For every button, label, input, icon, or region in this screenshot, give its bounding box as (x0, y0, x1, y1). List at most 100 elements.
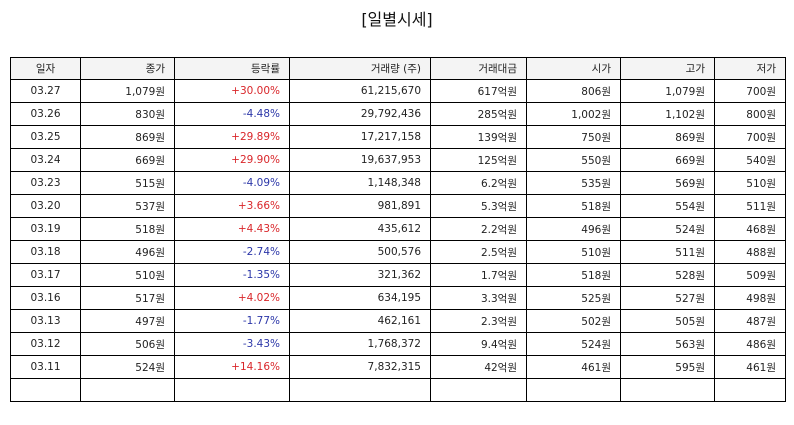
cell-low: 488원 (714, 240, 786, 264)
cell-change: +4.02% (174, 286, 290, 310)
cell-high: 669원 (620, 148, 715, 172)
cell-close: 496원 (80, 240, 175, 264)
cell-close: 515원 (80, 171, 175, 195)
column-header-high: 고가 (620, 57, 715, 80)
table-row: 03.24 669원 +29.90% 19,637,953 125억원 550원 669원 5… (10, 148, 786, 172)
cell-volume: 435,612 (289, 217, 431, 241)
cell-close: 517원 (80, 286, 175, 310)
table-row (10, 378, 786, 402)
cell-low (714, 378, 786, 402)
cell-high: 1,102원 (620, 102, 715, 126)
cell-amount: 125억원 (430, 148, 527, 172)
cell-change (174, 378, 290, 402)
cell-open: 518원 (526, 263, 621, 287)
table-header-row: 일자 종가 등락률 거래량 (주) 거래대금 시가 고가 저가 (10, 57, 786, 80)
cell-low: 468원 (714, 217, 786, 241)
cell-close: 524원 (80, 355, 175, 379)
cell-change: -3.43% (174, 332, 290, 356)
cell-change: +30.00% (174, 79, 290, 103)
cell-date: 03.19 (10, 217, 81, 241)
cell-close: 830원 (80, 102, 175, 126)
cell-date: 03.16 (10, 286, 81, 310)
cell-change: +3.66% (174, 194, 290, 218)
cell-close: 537원 (80, 194, 175, 218)
cell-volume: 19,637,953 (289, 148, 431, 172)
cell-close: 869원 (80, 125, 175, 149)
cell-change: +14.16% (174, 355, 290, 379)
column-header-volume: 거래량 (주) (289, 57, 431, 80)
cell-volume: 634,195 (289, 286, 431, 310)
cell-high (620, 378, 715, 402)
cell-amount (430, 378, 527, 402)
cell-high: 505원 (620, 309, 715, 333)
cell-volume: 1,148,348 (289, 171, 431, 195)
cell-close: 669원 (80, 148, 175, 172)
cell-amount: 3.3억원 (430, 286, 527, 310)
cell-volume: 500,576 (289, 240, 431, 264)
cell-amount: 42억원 (430, 355, 527, 379)
cell-high: 595원 (620, 355, 715, 379)
cell-high: 511원 (620, 240, 715, 264)
table-row: 03.16 517원 +4.02% 634,195 3.3억원 525원 527원 498원 (10, 286, 786, 310)
page-title: [일별시세] (361, 10, 433, 29)
table-row: 03.12 506원 -3.43% 1,768,372 9.4억원 524원 563원 486… (10, 332, 786, 356)
column-header-close: 종가 (80, 57, 175, 80)
cell-high: 563원 (620, 332, 715, 356)
cell-date: 03.27 (10, 79, 81, 103)
cell-open: 510원 (526, 240, 621, 264)
cell-open: 525원 (526, 286, 621, 310)
cell-change: -4.09% (174, 171, 290, 195)
table-row: 03.19 518원 +4.43% 435,612 2.2억원 496원 524원 468원 (10, 217, 786, 241)
cell-open: 461원 (526, 355, 621, 379)
cell-open: 806원 (526, 79, 621, 103)
cell-amount: 5.3억원 (430, 194, 527, 218)
cell-close: 518원 (80, 217, 175, 241)
cell-change: +4.43% (174, 217, 290, 241)
column-header-date: 일자 (10, 57, 81, 80)
cell-amount: 1.7억원 (430, 263, 527, 287)
cell-low: 461원 (714, 355, 786, 379)
table-row: 03.18 496원 -2.74% 500,576 2.5억원 510원 511원 488원 (10, 240, 786, 264)
cell-date: 03.12 (10, 332, 81, 356)
cell-date: 03.11 (10, 355, 81, 379)
cell-date: 03.24 (10, 148, 81, 172)
cell-open: 750원 (526, 125, 621, 149)
cell-open (526, 378, 621, 402)
cell-change: +29.90% (174, 148, 290, 172)
cell-amount: 2.5억원 (430, 240, 527, 264)
cell-open: 524원 (526, 332, 621, 356)
cell-close: 506원 (80, 332, 175, 356)
table-row: 03.11 524원 +14.16% 7,832,315 42억원 461원 595원 461… (10, 355, 786, 379)
cell-amount: 2.2억원 (430, 217, 527, 241)
cell-volume: 61,215,670 (289, 79, 431, 103)
cell-change: -1.35% (174, 263, 290, 287)
cell-high: 869원 (620, 125, 715, 149)
table-row: 03.27 1,079원 +30.00% 61,215,670 617억원 806원 1,0… (10, 79, 786, 103)
cell-date: 03.18 (10, 240, 81, 264)
cell-open: 535원 (526, 171, 621, 195)
cell-close (80, 378, 175, 402)
cell-low: 511원 (714, 194, 786, 218)
cell-date: 03.20 (10, 194, 81, 218)
cell-low: 540원 (714, 148, 786, 172)
cell-low: 487원 (714, 309, 786, 333)
cell-date: 03.17 (10, 263, 81, 287)
cell-amount: 2.3억원 (430, 309, 527, 333)
cell-open: 550원 (526, 148, 621, 172)
cell-high: 528원 (620, 263, 715, 287)
cell-date: 03.23 (10, 171, 81, 195)
cell-volume: 17,217,158 (289, 125, 431, 149)
cell-close: 510원 (80, 263, 175, 287)
cell-close: 1,079원 (80, 79, 175, 103)
cell-low: 509원 (714, 263, 786, 287)
cell-volume: 7,832,315 (289, 355, 431, 379)
column-header-open: 시가 (526, 57, 621, 80)
cell-volume: 321,362 (289, 263, 431, 287)
daily-price-table: 일자 종가 등락률 거래량 (주) 거래대금 시가 고가 저가 03.27 1,0… (10, 57, 786, 402)
column-header-amount: 거래대금 (430, 57, 527, 80)
cell-high: 524원 (620, 217, 715, 241)
cell-volume: 29,792,436 (289, 102, 431, 126)
cell-high: 1,079원 (620, 79, 715, 103)
cell-low: 800원 (714, 102, 786, 126)
table-row: 03.17 510원 -1.35% 321,362 1.7억원 518원 528원 509원 (10, 263, 786, 287)
